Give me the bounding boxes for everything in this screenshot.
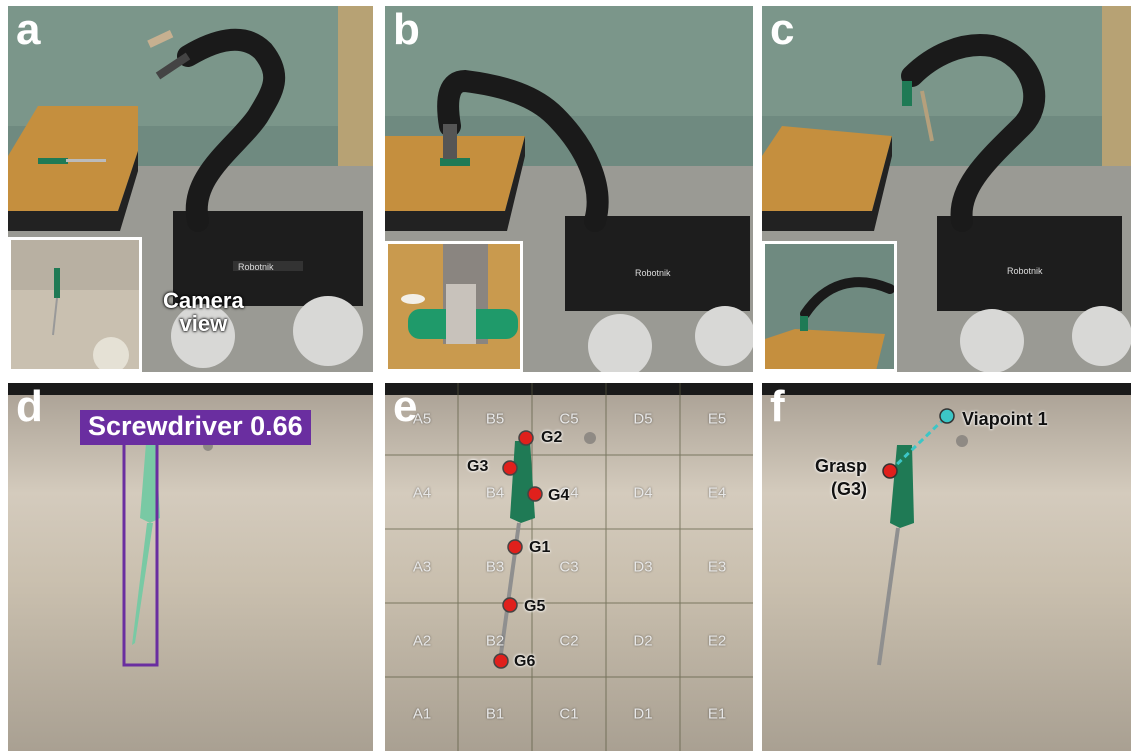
grasp-point-label-g5: G5 <box>524 598 546 615</box>
grasp-point-label-g1: G1 <box>529 539 551 556</box>
detection-label: Screwdriver 0.66 <box>80 410 311 445</box>
grasp-point-g4-marker <box>527 486 543 502</box>
grid-label: D1 <box>633 705 653 723</box>
grid-label: D2 <box>633 632 653 650</box>
grid-label: E4 <box>707 484 727 502</box>
grid-label: A5 <box>412 410 432 428</box>
grasp-point-g5-marker <box>502 597 518 613</box>
grid-label: D4 <box>633 484 653 502</box>
robotnik-logo-c: Robotnik <box>1007 266 1043 276</box>
viapoint-label: Viapoint 1 <box>962 409 1048 429</box>
grasp-point-g1-marker <box>507 539 523 555</box>
grasp-label: Grasp (G3) <box>815 456 868 499</box>
viapoint-marker <box>939 408 955 424</box>
panel-letter-f: f <box>770 383 785 431</box>
grid-label: E1 <box>707 705 727 723</box>
panel-letter-d: d <box>16 383 43 431</box>
grid-label: E2 <box>707 632 727 650</box>
robotnik-logo-a: Robotnik <box>238 262 274 272</box>
panel-letter-c: c <box>770 6 795 54</box>
camera-view-label: Camera view <box>163 288 244 337</box>
gripper-closeup-inset <box>385 241 523 372</box>
panel-a: Robotnik Camera view a <box>8 6 373 372</box>
grasp-point-g2-marker <box>518 430 534 446</box>
grasp-point-label-g2: G2 <box>541 429 563 446</box>
robot-scene-photo: Robotnik <box>8 6 373 372</box>
grid-label: B3 <box>485 558 505 576</box>
grid-label: B5 <box>485 410 505 428</box>
grid-label: C2 <box>559 632 579 650</box>
camera-view-inset <box>8 237 142 372</box>
robotnik-logo-b: Robotnik <box>635 268 671 278</box>
panel-e: A5 B5 C5 D5 E5 A4 B4 C4 D4 E4 A3 B3 C3 D… <box>385 383 753 751</box>
panel-letter-e: e <box>393 383 418 431</box>
grasp-point-label-g3: G3 <box>467 458 489 475</box>
grid-label: C1 <box>559 705 579 723</box>
grid-label: E5 <box>707 410 727 428</box>
grid-label: A3 <box>412 558 432 576</box>
table-top-photo <box>762 383 1131 751</box>
panel-letter-a: a <box>16 6 41 54</box>
grasp-point-g6-marker <box>493 653 509 669</box>
grid-label: B2 <box>485 632 505 650</box>
grid-label: C5 <box>559 410 579 428</box>
grasp-marker <box>882 463 898 479</box>
panel-c: Robotnik c <box>762 6 1131 372</box>
panel-f: Viapoint 1 Grasp (G3) f <box>762 383 1131 751</box>
panel-b: Robotnik b <box>385 6 753 372</box>
grid-label: B4 <box>485 484 505 502</box>
table-top-photo <box>385 383 753 751</box>
camera-view-inset <box>762 241 897 372</box>
panel-letter-b: b <box>393 6 420 54</box>
panel-d: Screwdriver 0.66 d <box>8 383 373 751</box>
grid-label: C3 <box>559 558 579 576</box>
grid-label: D5 <box>633 410 653 428</box>
grasp-point-g3-marker <box>502 460 518 476</box>
grid-label: D3 <box>633 558 653 576</box>
grasp-point-label-g6: G6 <box>514 653 536 670</box>
grasp-point-label-g4: G4 <box>548 487 570 504</box>
grid-label: A4 <box>412 484 432 502</box>
grid-label: A1 <box>412 705 432 723</box>
grid-label: E3 <box>707 558 727 576</box>
grid-label: B1 <box>485 705 505 723</box>
grid-label: A2 <box>412 632 432 650</box>
grid-label: C4 <box>559 484 579 502</box>
